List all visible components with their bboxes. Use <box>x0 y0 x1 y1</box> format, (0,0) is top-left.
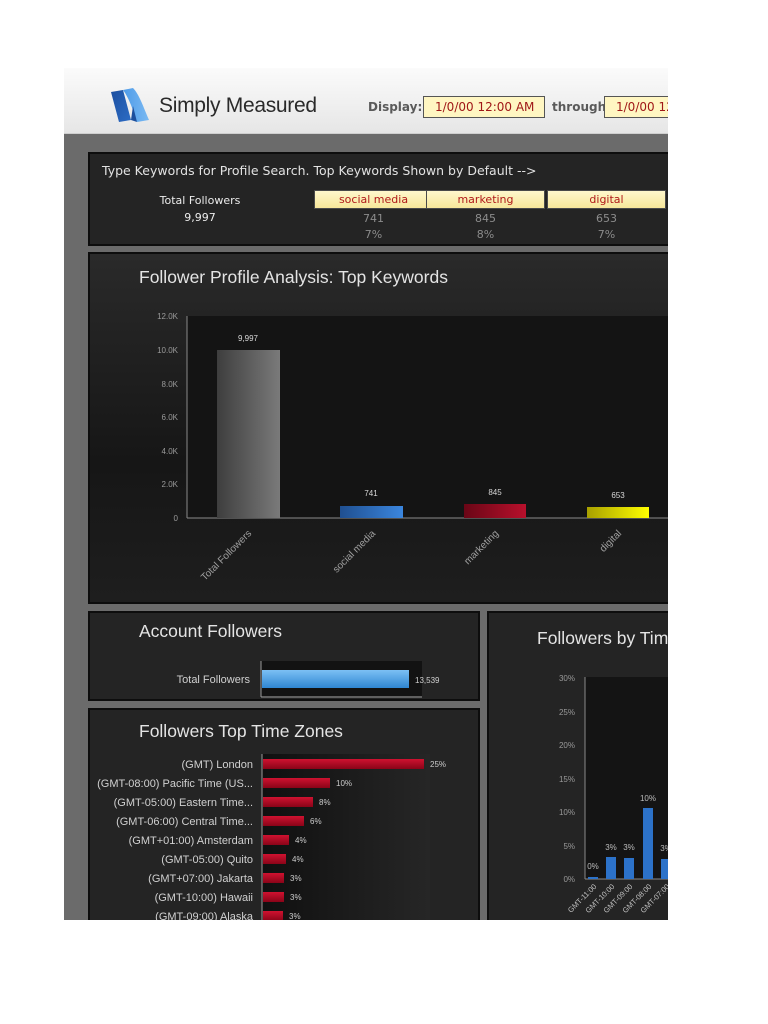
bar-social-media <box>340 506 403 518</box>
svg-text:15%: 15% <box>559 775 575 784</box>
svg-text:10%: 10% <box>336 779 352 788</box>
svg-text:(GMT+07:00) Jakarta: (GMT+07:00) Jakarta <box>148 873 254 885</box>
svg-text:(GMT-06:00) Central Time...: (GMT-06:00) Central Time... <box>116 816 253 828</box>
bar-total-followers <box>217 350 280 518</box>
svg-text:(GMT-10:00) Hawaii: (GMT-10:00) Hawaii <box>155 892 253 904</box>
svg-text:(GMT-05:00) Eastern Time...: (GMT-05:00) Eastern Time... <box>114 797 253 809</box>
display-label: Display: <box>368 100 423 114</box>
keyword-column: social media 741 7% <box>314 190 433 241</box>
keyword-percent: 7% <box>597 228 616 241</box>
svg-text:digital: digital <box>598 528 624 554</box>
svg-text:845: 845 <box>488 488 502 497</box>
keyword-column: digital 653 7% <box>547 190 666 241</box>
account-followers-chart: Total Followers 13,539 <box>177 661 440 698</box>
keyword-column: marketing 845 8% <box>426 190 545 241</box>
keyword-count: 845 <box>475 212 496 225</box>
keyword-input-2[interactable]: marketing <box>426 190 545 209</box>
brand-name: Simply Measured <box>159 94 317 117</box>
svg-text:13,539: 13,539 <box>415 676 440 685</box>
svg-text:(GMT+01:00) Amsterdam: (GMT+01:00) Amsterdam <box>129 835 253 847</box>
svg-text:10.0K: 10.0K <box>157 346 179 355</box>
keyword-percent: 8% <box>476 228 495 241</box>
svg-text:6%: 6% <box>310 817 322 826</box>
keyword-input-3[interactable]: digital <box>547 190 666 209</box>
svg-text:2.0K: 2.0K <box>162 480 179 489</box>
svg-text:30%: 30% <box>559 674 575 683</box>
total-followers-label: Total Followers <box>159 194 241 207</box>
svg-text:10%: 10% <box>640 794 656 803</box>
keyword-count: 741 <box>363 212 384 225</box>
svg-text:8%: 8% <box>319 798 331 807</box>
keyword-bar-chart: 0 2.0K 4.0K 6.0K 8.0K 10.0K 12.0K 9,997 … <box>157 312 668 583</box>
svg-text:(GMT) London: (GMT) London <box>181 759 253 771</box>
bar-digital <box>587 507 649 518</box>
svg-text:marketing: marketing <box>462 528 501 567</box>
bar-marketing <box>464 504 526 518</box>
followers-by-timezone-chart: 0% 5% 10% 15% 20% 25% 30% 0% 3% 3% 10% <box>559 674 668 915</box>
total-followers-value: 9,997 <box>184 211 216 224</box>
dashboard-page: Simply Measured Display: 1/0/00 12:00 AM… <box>64 68 668 920</box>
account-followers-panel: Account Followers Total Followers 13,539 <box>88 611 480 701</box>
svg-text:3%: 3% <box>660 844 668 853</box>
followers-by-timezone-title: Followers by Time Zone <box>537 628 668 648</box>
svg-text:9,997: 9,997 <box>238 334 259 343</box>
svg-text:741: 741 <box>364 489 378 498</box>
svg-text:3%: 3% <box>290 893 302 902</box>
keyword-instruction: Type Keywords for Profile Search. Top Ke… <box>102 163 537 178</box>
through-label: through <box>552 100 607 114</box>
start-date-field[interactable]: 1/0/00 12:00 AM <box>423 96 545 118</box>
svg-text:(GMT-05:00) Quito: (GMT-05:00) Quito <box>161 854 253 866</box>
keyword-chart-panel: Follower Profile Analysis: Top Keywords … <box>88 252 668 604</box>
svg-text:4%: 4% <box>292 855 304 864</box>
keyword-search-panel: Type Keywords for Profile Search. Top Ke… <box>88 152 668 246</box>
svg-text:0%: 0% <box>587 862 599 871</box>
svg-text:Total Followers: Total Followers <box>177 674 251 686</box>
svg-text:5%: 5% <box>563 842 575 851</box>
account-followers-title: Account Followers <box>139 621 282 641</box>
end-date-field[interactable]: 1/0/00 12:00 AM <box>604 96 668 118</box>
svg-text:3%: 3% <box>605 843 617 852</box>
svg-text:6.0K: 6.0K <box>162 413 179 422</box>
x-axis-labels: Total Followers social media marketing d… <box>199 528 624 583</box>
svg-text:10%: 10% <box>559 808 575 817</box>
top-timezones-panel: Followers Top Time Zones (GMT) London <box>88 708 480 920</box>
svg-text:(GMT-09:00) Alaska: (GMT-09:00) Alaska <box>155 911 254 920</box>
svg-text:3%: 3% <box>290 874 302 883</box>
header-bar: Simply Measured Display: 1/0/00 12:00 AM… <box>64 68 668 134</box>
svg-text:(GMT-08:00) Pacific Time (US..: (GMT-08:00) Pacific Time (US... <box>97 778 253 790</box>
bar-account-total <box>262 670 409 688</box>
top-timezones-title: Followers Top Time Zones <box>139 721 343 741</box>
data-labels: 9,997 741 845 653 <box>238 334 625 500</box>
svg-text:20%: 20% <box>559 741 575 750</box>
svg-text:653: 653 <box>611 491 625 500</box>
svg-text:social media: social media <box>331 528 378 575</box>
keyword-input-1[interactable]: social media <box>314 190 433 209</box>
svg-text:25%: 25% <box>559 708 575 717</box>
svg-text:4%: 4% <box>295 836 307 845</box>
keyword-chart-title: Follower Profile Analysis: Top Keywords <box>139 267 448 287</box>
top-timezones-chart: (GMT) London (GMT-08:00) Pacific Time (U… <box>97 754 446 920</box>
svg-text:3%: 3% <box>623 843 635 852</box>
keyword-percent: 7% <box>364 228 383 241</box>
svg-text:3%: 3% <box>289 912 301 920</box>
svg-text:8.0K: 8.0K <box>162 380 179 389</box>
keyword-count: 653 <box>596 212 617 225</box>
svg-text:0: 0 <box>174 514 179 523</box>
followers-by-timezone-panel: Followers by Time Zone 0% 5% 10% 15% 20%… <box>487 611 668 920</box>
svg-text:4.0K: 4.0K <box>162 447 179 456</box>
svg-text:0%: 0% <box>563 875 575 884</box>
svg-text:Total Followers: Total Followers <box>199 528 254 583</box>
svg-text:25%: 25% <box>430 760 446 769</box>
simply-measured-logo-icon <box>111 88 149 122</box>
svg-text:12.0K: 12.0K <box>157 312 179 321</box>
y-axis-ticks: 0 2.0K 4.0K 6.0K 8.0K 10.0K 12.0K <box>157 312 179 523</box>
